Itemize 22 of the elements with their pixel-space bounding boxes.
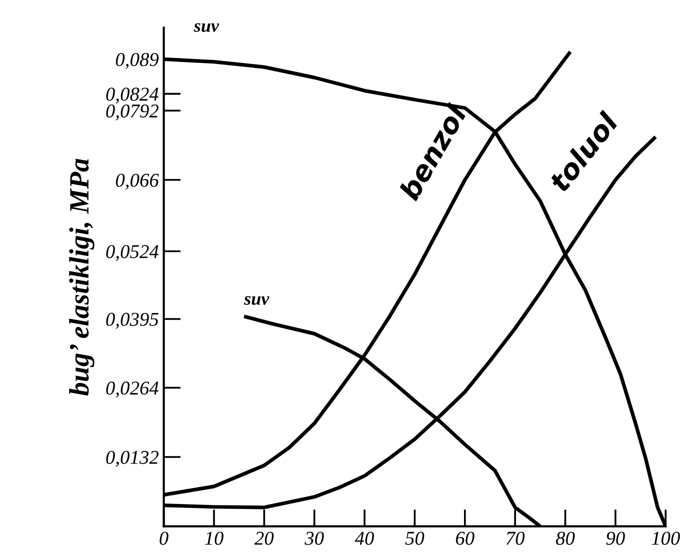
x-tick-label: 40 [354,532,374,545]
y-tick-label: 0,0524 [106,245,158,262]
series-label: suv [194,23,220,32]
y-tick-label: 0,0132 [106,450,159,467]
x-tick-label: 100 [652,532,680,545]
x-tick-label: 50 [405,532,424,545]
y-tick-label: 0,0395 [106,312,158,329]
x-tick-label: 30 [304,532,324,545]
y-axis-title: bug’ elastikligi, MPa [69,158,94,396]
x-tick-label: 20 [254,532,274,545]
y-tick-label: 0,066 [116,174,159,190]
y-tick-label: 0,089 [116,53,159,69]
x-tick-label: 70 [506,532,525,545]
x-tick-label: 60 [456,532,474,545]
x-tick-label: 0 [160,532,168,545]
y-tick-label: 0,0824 [106,88,158,104]
x-tick-label: 90 [606,532,625,545]
y-tick-label: 0,0264 [106,382,158,398]
x-tick-label: 80 [556,532,575,545]
x-tick-label: 10 [204,532,224,545]
y-tick-label: 0,0792 [106,104,159,120]
series-label: suv [244,296,270,305]
